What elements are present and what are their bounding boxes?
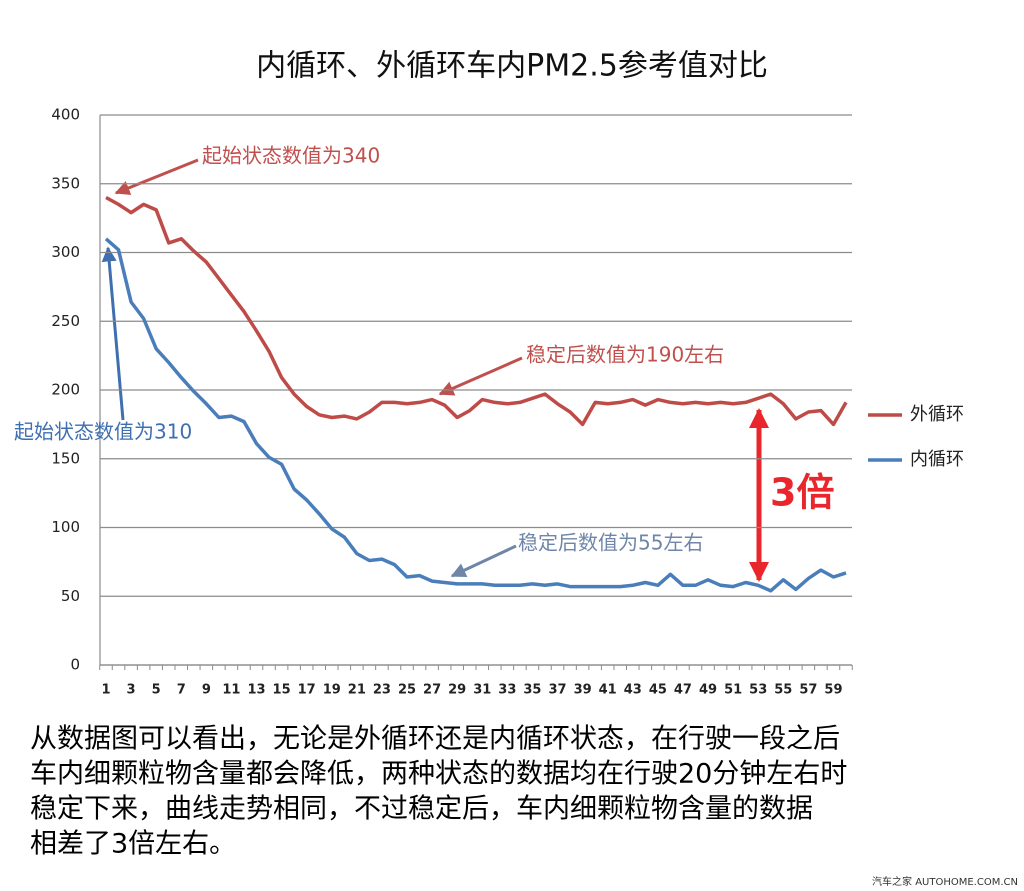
x-tick-label: 55 (774, 683, 792, 698)
annotation: 起始状态数值为310 (14, 420, 192, 444)
description-line: 稳定下来，曲线走势相同，不过稳定后，车内细颗粒物含量的数据 (30, 794, 813, 825)
x-tick-label: 59 (824, 683, 842, 698)
y-tick-label: 400 (51, 106, 80, 124)
x-tick-label: 19 (323, 683, 341, 698)
x-tick-label: 21 (348, 683, 366, 698)
arrow (450, 544, 517, 578)
x-tick-label: 13 (247, 683, 265, 698)
y-tick-label: 350 (51, 174, 80, 192)
description-line: 从数据图可以看出，无论是外循环还是内循环状态，在行驶一段之后 (30, 724, 840, 755)
x-tick-label: 57 (799, 683, 817, 698)
arrow (114, 158, 199, 195)
legend-label: 外循环 (910, 404, 964, 425)
annotation: 起始状态数值为340 (202, 144, 380, 168)
x-tick-label: 29 (448, 683, 466, 698)
y-tick-label: 0 (70, 656, 80, 674)
x-tick-label: 7 (177, 683, 186, 698)
x-tick-label: 3 (127, 683, 136, 698)
x-tick-label: 5 (152, 683, 161, 698)
series-line (105, 195, 848, 427)
series-line (104, 237, 847, 593)
x-tick-label: 37 (548, 683, 566, 698)
annotation: 3倍 (770, 471, 834, 515)
x-tick-label: 53 (749, 683, 767, 698)
x-tick-label: 51 (724, 683, 742, 698)
x-tick-label: 17 (298, 683, 316, 698)
description-line: 相差了3倍左右。 (30, 829, 236, 860)
y-tick-label: 100 (51, 518, 80, 536)
x-tick-label: 25 (398, 683, 416, 698)
legend-label: 内循环 (910, 449, 964, 470)
x-tick-label: 43 (624, 683, 642, 698)
x-tick-label: 33 (498, 683, 516, 698)
y-tick-label: 150 (51, 449, 80, 467)
x-tick-label: 39 (574, 683, 592, 698)
x-tick-label: 15 (273, 683, 291, 698)
y-tick-label: 50 (61, 587, 80, 605)
x-tick-label: 49 (699, 683, 717, 698)
description-line: 车内细颗粒物含量都会降低，两种状态的数据均在行驶20分钟左右时 (30, 759, 847, 790)
x-tick-label: 35 (523, 683, 541, 698)
x-tick-label: 45 (649, 683, 667, 698)
x-tick-label: 31 (473, 683, 491, 698)
x-tick-label: 11 (222, 683, 240, 698)
arrow (438, 356, 523, 396)
y-tick-label: 250 (51, 312, 80, 330)
x-tick-label: 41 (599, 683, 617, 698)
arrow (101, 246, 125, 421)
y-tick-label: 200 (51, 381, 80, 399)
x-tick-label: 47 (674, 683, 692, 698)
x-tick-label: 9 (202, 683, 211, 698)
annotation: 稳定后数值为55左右 (518, 531, 703, 555)
x-tick-label: 27 (423, 683, 441, 698)
y-tick-label: 300 (51, 243, 80, 261)
chart-title: 内循环、外循环车内PM2.5参考值对比 (256, 49, 768, 84)
x-tick-label: 1 (101, 683, 110, 698)
x-tick-label: 23 (373, 683, 391, 698)
watermark: 汽车之家 AUTOHOME.COM.CN (872, 875, 1018, 888)
annotation: 稳定后数值为190左右 (526, 343, 724, 367)
